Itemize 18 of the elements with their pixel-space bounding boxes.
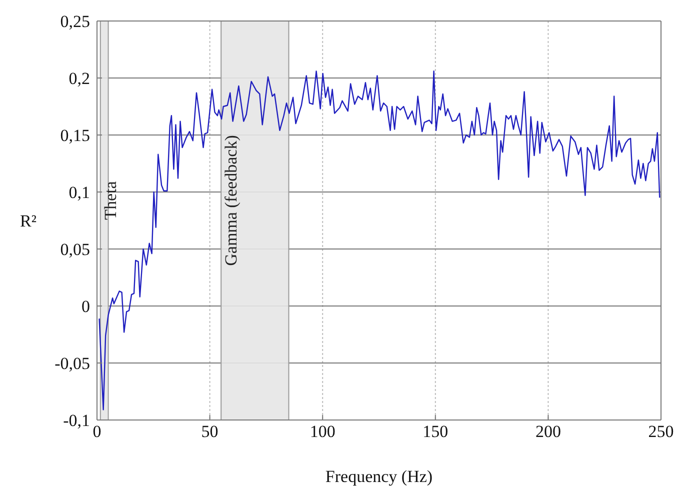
x-tick-label: 150 [422, 422, 448, 442]
y-tick-label: -0,1 [63, 411, 90, 430]
line-series [98, 70, 660, 410]
y-tick-label: 0,2 [68, 69, 90, 88]
y-tick-label: 0,25 [60, 12, 90, 32]
y-tick-label: 0,05 [60, 240, 90, 260]
x-tick-label: 100 [310, 422, 336, 442]
x-tick-label: 50 [201, 422, 218, 442]
x-tick-label: 200 [535, 422, 561, 442]
band-label: Theta [100, 180, 120, 220]
y-tick-label: 0 [82, 297, 90, 316]
band-label: Gamma (feedback) [222, 135, 241, 266]
x-tick-label: 250 [648, 422, 674, 442]
y-axis-title: R² [20, 212, 36, 230]
y-tick-label: 0,1 [68, 183, 90, 202]
x-axis-title: Frequency (Hz) [325, 467, 433, 486]
y-tick-label: 0,15 [60, 126, 90, 146]
y-tick-label: -0,05 [54, 354, 90, 374]
